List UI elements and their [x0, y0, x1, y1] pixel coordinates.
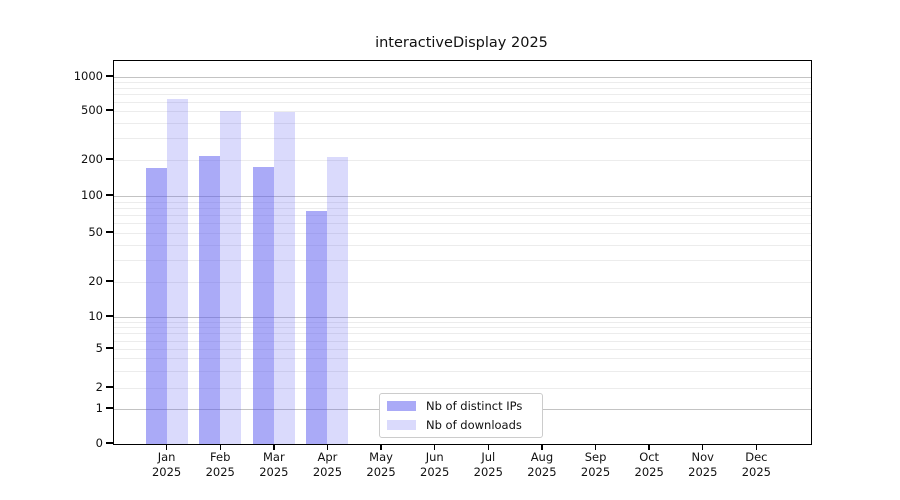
gridline-minor: [114, 122, 811, 124]
legend-item-downloads: Nb of downloads: [387, 418, 542, 432]
gridline-minor: [114, 340, 811, 342]
y-tick-label-500: 500: [81, 103, 103, 117]
gridline-minor: [114, 82, 811, 84]
legend-swatch: [387, 401, 416, 411]
x-tick-label-jan: Jan 2025: [151, 450, 182, 479]
x-tick-label-feb: Feb 2025: [205, 450, 235, 479]
gridline-minor: [114, 111, 811, 112]
gridline-major: [114, 196, 811, 197]
bar-downloads-feb: [220, 111, 242, 444]
x-tick-label-jun: Jun 2025: [420, 450, 450, 479]
gridline-minor: [114, 260, 811, 262]
x-tick-mark: [541, 444, 543, 450]
y-tick-mark: [106, 280, 113, 282]
legend-label: Nb of distinct IPs: [426, 399, 523, 413]
x-tick-mark: [380, 444, 382, 450]
gridline-minor: [114, 370, 811, 372]
gridline-minor: [114, 321, 811, 323]
x-tick-mark: [433, 444, 436, 450]
gridline-minor: [114, 388, 811, 389]
gridline-minor: [114, 233, 811, 234]
x-tick-mark: [219, 444, 221, 450]
y-tick-label-50: 50: [88, 225, 103, 239]
gridline-minor: [114, 215, 811, 217]
y-tick-mark: [106, 158, 113, 160]
x-tick-mark: [594, 444, 597, 450]
x-tick-mark: [273, 444, 275, 450]
bar-distinct-ips-feb: [199, 156, 221, 444]
gridline-minor: [114, 358, 811, 360]
y-tick-label-200: 200: [81, 152, 103, 166]
gridline-minor: [114, 223, 811, 225]
y-tick-mark: [106, 194, 113, 196]
x-tick-mark: [487, 444, 489, 450]
gridline-minor: [114, 160, 811, 161]
gridline-major: [114, 317, 811, 318]
bar-distinct-ips-jan: [145, 167, 167, 444]
gridline-minor: [114, 207, 811, 209]
gridline-minor: [114, 244, 811, 246]
bar-distinct-ips-mar: [252, 167, 274, 444]
gridline-minor: [114, 94, 811, 96]
y-tick-label-5: 5: [95, 341, 103, 355]
x-tick-label-may: May 2025: [366, 450, 396, 479]
x-tick-label-aug: Aug 2025: [527, 450, 557, 479]
y-tick-label-0: 0: [95, 436, 103, 450]
x-tick-label-mar: Mar 2025: [259, 450, 289, 479]
x-tick-label-oct: Oct 2025: [634, 450, 664, 479]
y-tick-label-100: 100: [81, 188, 103, 202]
bar-downloads-jan: [166, 98, 188, 444]
legend-label: Nb of downloads: [426, 418, 522, 432]
y-tick-mark: [106, 386, 113, 388]
bar-downloads-mar: [273, 112, 295, 444]
y-tick-mark: [106, 442, 113, 444]
y-tick-mark: [106, 75, 113, 77]
x-tick-mark: [326, 444, 329, 450]
chart-title: interactiveDisplay 2025: [375, 35, 548, 51]
legend-swatch: [387, 420, 416, 430]
x-tick-mark: [702, 444, 704, 450]
y-tick-label-2: 2: [95, 380, 103, 394]
gridline-minor: [114, 327, 811, 329]
x-tick-mark: [648, 444, 650, 450]
bar-downloads-apr: [327, 157, 349, 444]
y-tick-label-10: 10: [88, 309, 103, 323]
gridline-minor: [114, 138, 811, 140]
gridline-minor: [114, 349, 811, 350]
y-tick-mark: [106, 231, 113, 233]
gridline-minor: [114, 201, 811, 203]
x-tick-label-dec: Dec 2025: [741, 450, 772, 479]
y-tick-mark: [106, 407, 113, 409]
x-tick-mark: [755, 444, 758, 450]
y-tick-label-1: 1: [95, 401, 103, 415]
gridline-major: [114, 77, 811, 78]
gridline-minor: [114, 87, 811, 89]
gridline-minor: [114, 102, 811, 104]
legend: Nb of distinct IPs Nb of downloads: [379, 393, 543, 438]
y-tick-label-20: 20: [88, 274, 103, 288]
y-tick-mark: [106, 315, 113, 317]
gridline-minor: [114, 282, 811, 283]
legend-item-distinct-ips: Nb of distinct IPs: [387, 399, 542, 413]
y-tick-label-1000: 1000: [73, 69, 103, 83]
plot-area: [113, 60, 812, 445]
x-tick-label-nov: Nov 2025: [688, 450, 718, 479]
x-tick-mark: [165, 444, 168, 450]
y-tick-mark: [106, 347, 113, 349]
x-tick-label-apr: Apr 2025: [312, 450, 343, 479]
x-tick-label-jul: Jul 2025: [473, 450, 503, 479]
bar-distinct-ips-apr: [306, 210, 328, 444]
gridline-minor: [114, 333, 811, 335]
y-tick-mark: [106, 109, 113, 111]
x-tick-label-sep: Sep 2025: [580, 450, 611, 479]
